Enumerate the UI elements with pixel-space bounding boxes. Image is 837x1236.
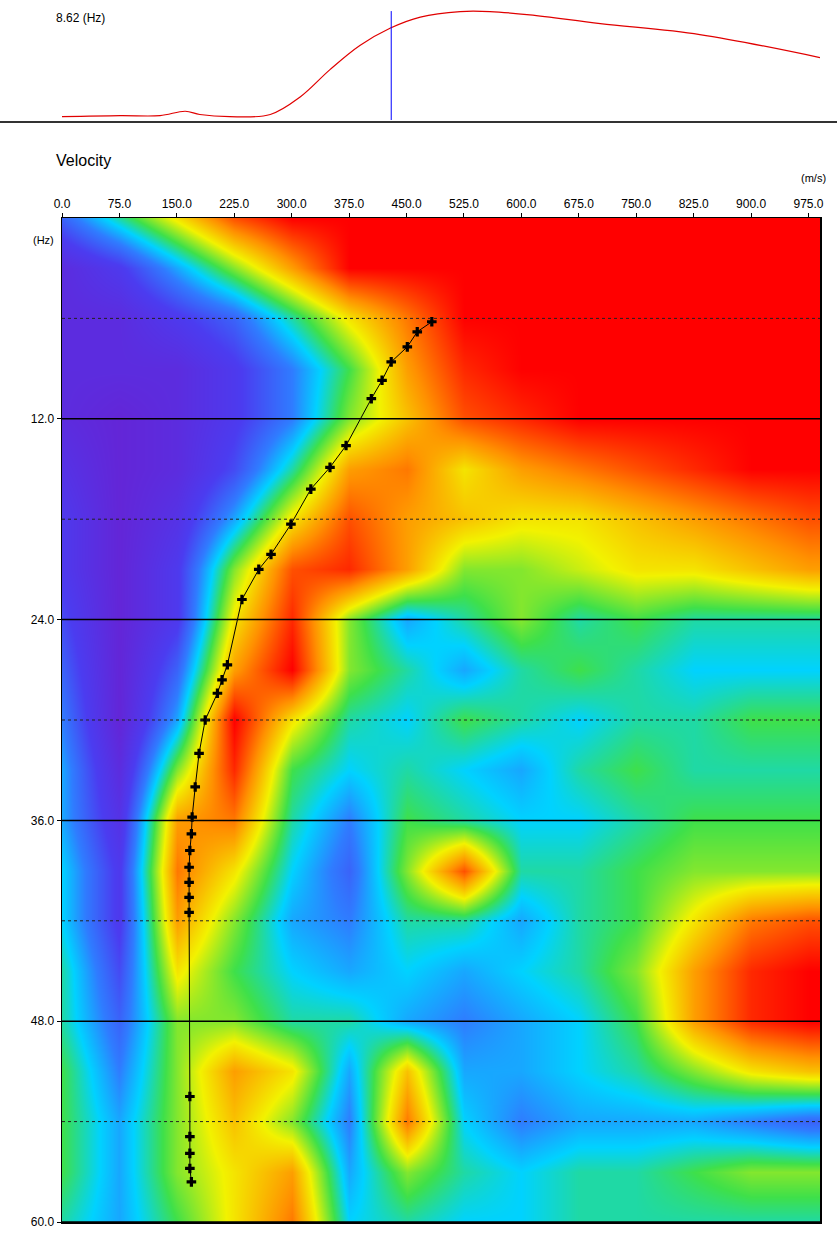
svg-text:36.0: 36.0 [31, 814, 55, 828]
svg-text:750.0: 750.0 [621, 197, 651, 211]
svg-text:75.0: 75.0 [108, 197, 132, 211]
svg-text:(m/s): (m/s) [801, 172, 826, 184]
svg-text:Velocity: Velocity [56, 152, 111, 169]
svg-text:300.0: 300.0 [277, 197, 307, 211]
svg-text:0.0: 0.0 [54, 197, 71, 211]
svg-text:450.0: 450.0 [392, 197, 422, 211]
svg-text:975.0: 975.0 [794, 197, 824, 211]
svg-text:600.0: 600.0 [506, 197, 536, 211]
svg-text:900.0: 900.0 [736, 197, 766, 211]
svg-text:150.0: 150.0 [162, 197, 192, 211]
svg-text:(Hz): (Hz) [33, 234, 54, 246]
svg-text:225.0: 225.0 [219, 197, 249, 211]
svg-text:525.0: 525.0 [449, 197, 479, 211]
svg-text:48.0: 48.0 [31, 1014, 55, 1028]
svg-text:825.0: 825.0 [679, 197, 709, 211]
svg-text:12.0: 12.0 [31, 412, 55, 426]
svg-text:375.0: 375.0 [334, 197, 364, 211]
svg-text:675.0: 675.0 [564, 197, 594, 211]
svg-text:24.0: 24.0 [31, 613, 55, 627]
svg-text:8.62 (Hz): 8.62 (Hz) [56, 11, 105, 25]
svg-text:60.0: 60.0 [31, 1215, 55, 1229]
